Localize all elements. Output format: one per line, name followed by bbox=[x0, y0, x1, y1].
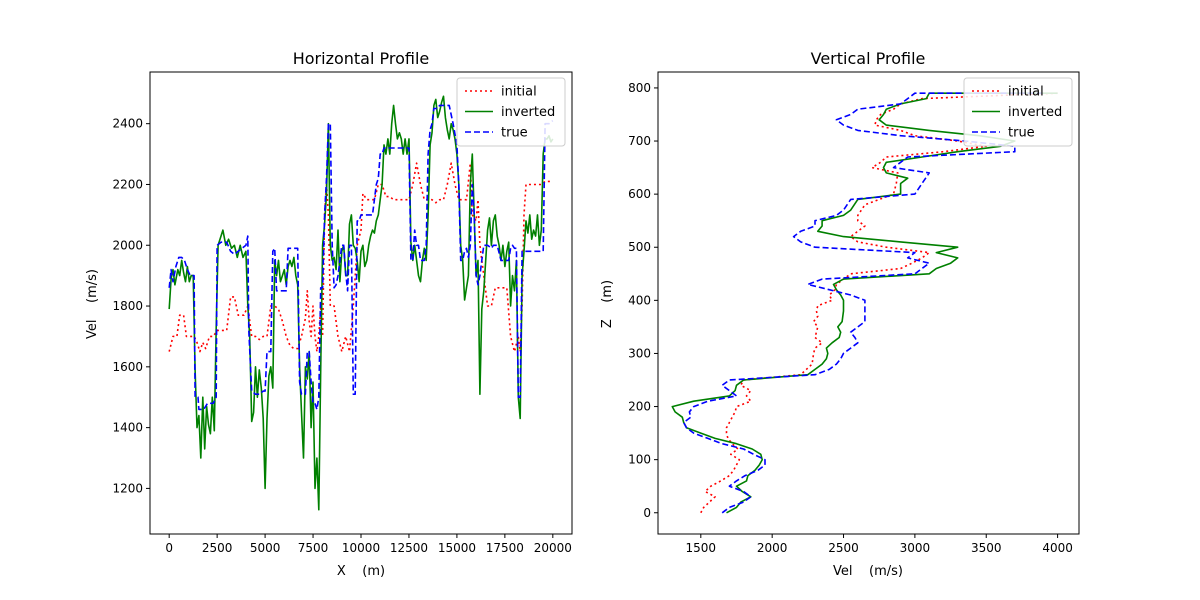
x-tick-label: 12500 bbox=[390, 541, 428, 555]
x-tick-label: 15000 bbox=[438, 541, 476, 555]
x-tick-label: 7500 bbox=[298, 541, 329, 555]
y-tick-label: 800 bbox=[628, 81, 651, 95]
y-axis-label: Vel (m/s) bbox=[85, 269, 100, 339]
y-tick-label: 0 bbox=[643, 506, 651, 520]
legend-label-inverted: inverted bbox=[1008, 105, 1062, 120]
y-tick-label: 500 bbox=[628, 240, 651, 254]
axes-frame bbox=[657, 71, 1080, 535]
series-line-true bbox=[168, 104, 554, 411]
legend-box bbox=[963, 77, 1073, 147]
series-group bbox=[168, 95, 554, 511]
vertical-plot-area: 1500 2000 2500 3000 3500 4000 0 100 200 300 400 500… bbox=[628, 71, 1080, 555]
series-line-true bbox=[682, 92, 1044, 514]
legend-label-initial: initial bbox=[501, 85, 537, 100]
x-tick-label: 3500 bbox=[971, 541, 1002, 555]
x-tick-label: 1500 bbox=[686, 541, 717, 555]
y-tick-label: 2200 bbox=[112, 177, 143, 191]
chart-title: Vertical Profile bbox=[811, 49, 926, 68]
series-line-initial bbox=[700, 92, 1058, 514]
x-tick-label: 2000 bbox=[757, 541, 788, 555]
legend-label-true: true bbox=[501, 126, 528, 141]
x-tick-label: 10000 bbox=[342, 541, 380, 555]
y-tick-label: 200 bbox=[628, 400, 651, 414]
x-tick-label: 5000 bbox=[250, 541, 281, 555]
series-line-initial bbox=[168, 162, 553, 353]
legend-label-initial: initial bbox=[1008, 85, 1044, 100]
vertical-profile-panel: Vertical Profile Vel (m/s) Z (m) 1500 200… bbox=[600, 49, 1080, 579]
x-axis-label: Vel (m/s) bbox=[833, 564, 903, 579]
x-tick-label: 17500 bbox=[486, 541, 524, 555]
x-tick-label: 4000 bbox=[1042, 541, 1073, 555]
series-group bbox=[671, 92, 1058, 514]
legend-label-true: true bbox=[1008, 126, 1035, 141]
y-axis-label: Z (m) bbox=[600, 280, 615, 328]
y-tick-label: 300 bbox=[628, 346, 651, 360]
legend: initial inverted true bbox=[963, 77, 1073, 147]
horizontal-profile-panel: Horizontal Profile X (m) Vel (m/s) 0 2500… bbox=[85, 49, 573, 579]
x-tick-label: 2500 bbox=[828, 541, 859, 555]
y-tick-label: 1400 bbox=[112, 421, 143, 435]
x-tick-label: 20000 bbox=[534, 541, 572, 555]
y-tick-label: 700 bbox=[628, 134, 651, 148]
chart-title: Horizontal Profile bbox=[293, 49, 430, 68]
legend-box bbox=[456, 77, 566, 147]
y-tick-label: 1200 bbox=[112, 481, 143, 495]
y-tick-label: 2000 bbox=[112, 238, 143, 252]
x-tick-label: 2500 bbox=[202, 541, 233, 555]
x-axis-label: X (m) bbox=[337, 564, 385, 579]
legend-label-inverted: inverted bbox=[501, 105, 555, 120]
y-tick-label: 600 bbox=[628, 187, 651, 201]
y-tick-label: 1600 bbox=[112, 360, 143, 374]
x-tick-label: 0 bbox=[165, 541, 173, 555]
horizontal-plot-area: 0 2500 5000 7500 10000 12500 15000 17500 20000 12… bbox=[112, 71, 573, 555]
legend: initial inverted true bbox=[456, 77, 566, 147]
y-tick-label: 2400 bbox=[112, 117, 143, 131]
y-tick-label: 400 bbox=[628, 293, 651, 307]
y-tick-label: 100 bbox=[628, 453, 651, 467]
x-tick-label: 3000 bbox=[900, 541, 931, 555]
y-tick-label: 1800 bbox=[112, 299, 143, 313]
